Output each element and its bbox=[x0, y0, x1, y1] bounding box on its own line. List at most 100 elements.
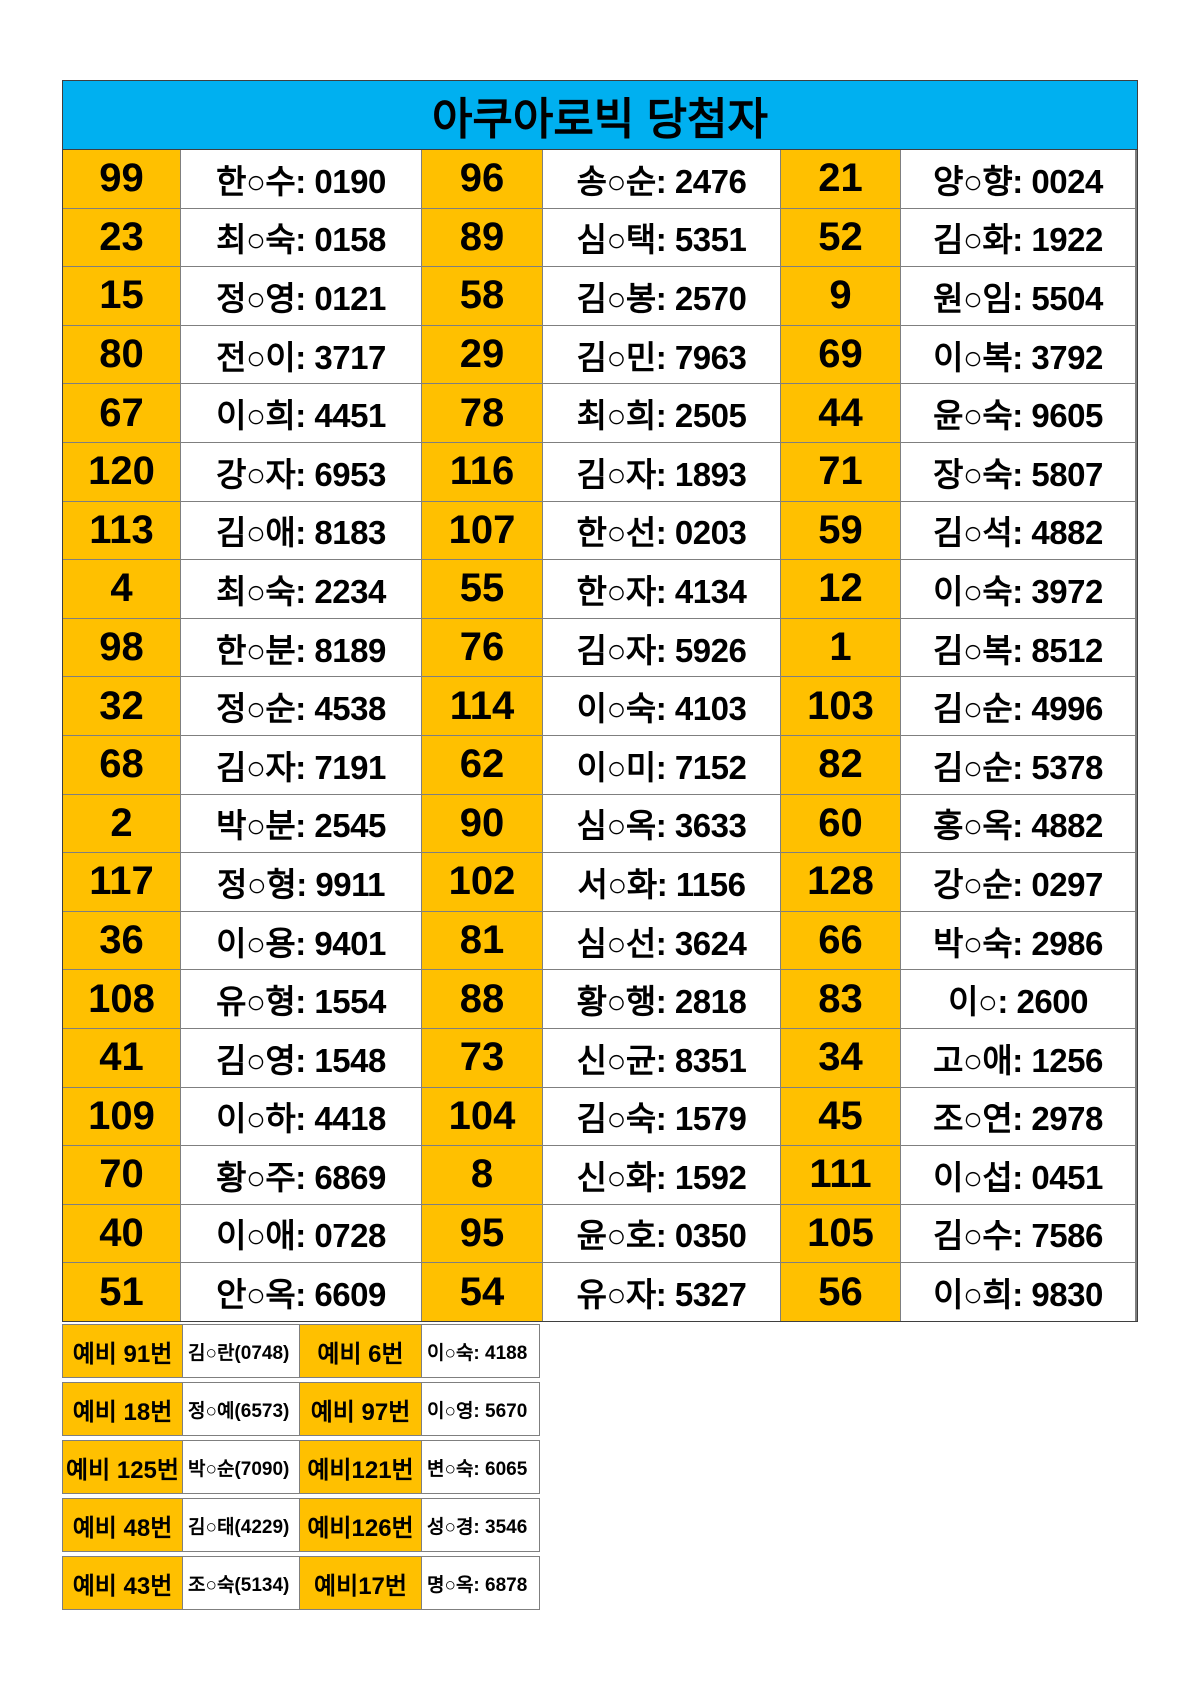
winner-name-cell: 고○애: 1256 bbox=[901, 1028, 1135, 1087]
winner-number-cell: 2 bbox=[63, 794, 180, 853]
winner-name-cell: 장○숙: 5807 bbox=[901, 442, 1135, 501]
winner-name-cell: 서○화: 1156 bbox=[543, 853, 780, 911]
winner-name-cell: 김○영: 1548 bbox=[181, 1028, 421, 1087]
reserve-label-cell: 예비126번 bbox=[300, 1499, 421, 1551]
winner-number-cell: 34 bbox=[781, 1028, 900, 1087]
winner-number-cell: 104 bbox=[422, 1087, 542, 1146]
winner-name-cell: 김○자: 5926 bbox=[543, 618, 780, 677]
winner-name-cell: 김○순: 5378 bbox=[901, 735, 1135, 794]
winner-number-cell: 103 bbox=[781, 677, 900, 735]
winner-number-cell: 4 bbox=[63, 560, 180, 618]
winner-name-cell: 이○섭: 0451 bbox=[901, 1146, 1135, 1204]
winner-number-cell: 109 bbox=[63, 1087, 180, 1146]
winner-name-cell: 정○영: 0121 bbox=[181, 267, 421, 325]
winner-number-cell: 88 bbox=[422, 970, 542, 1028]
winner-number-cell: 117 bbox=[63, 853, 180, 911]
winner-name-cell: 김○수: 7586 bbox=[901, 1204, 1135, 1263]
reserve-value-cell: 명○옥: 6878 bbox=[422, 1557, 539, 1609]
reserve-value-cell: 정○예(6573) bbox=[183, 1383, 299, 1435]
winner-number-cell: 89 bbox=[422, 208, 542, 267]
winner-number-cell: 1 bbox=[781, 618, 900, 677]
winner-number-cell: 54 bbox=[422, 1263, 542, 1321]
winner-name-cell: 원○임: 5504 bbox=[901, 267, 1135, 325]
winner-number-cell: 56 bbox=[781, 1263, 900, 1321]
winner-number-cell: 68 bbox=[63, 735, 180, 794]
winner-number-cell: 8 bbox=[422, 1146, 542, 1204]
winner-name-cell: 이○용: 9401 bbox=[181, 911, 421, 970]
winner-name-cell: 황○행: 2818 bbox=[543, 970, 780, 1028]
reserve-label-cell: 예비 18번 bbox=[63, 1383, 182, 1435]
winner-name-cell: 이○애: 0728 bbox=[181, 1204, 421, 1263]
winner-name-cell: 강○자: 6953 bbox=[181, 442, 421, 501]
winner-name-cell: 김○자: 1893 bbox=[543, 442, 780, 501]
reserve-winners-section: 예비 91번 김○란(0748) 예비 6번 이○숙: 4188 예비 18번 정○예(6… bbox=[62, 1324, 540, 1610]
winner-number-cell: 90 bbox=[422, 794, 542, 853]
winner-number-cell: 36 bbox=[63, 911, 180, 970]
winner-number-cell: 67 bbox=[63, 384, 180, 442]
winner-number-cell: 69 bbox=[781, 325, 900, 384]
winner-name-cell: 한○선: 0203 bbox=[543, 501, 780, 560]
winner-number-cell: 81 bbox=[422, 911, 542, 970]
winner-number-cell: 98 bbox=[63, 618, 180, 677]
winner-name-cell: 최○희: 2505 bbox=[543, 384, 780, 442]
reserve-label-cell: 예비 6번 bbox=[300, 1325, 421, 1377]
winner-number-cell: 29 bbox=[422, 325, 542, 384]
winner-number-cell: 120 bbox=[63, 442, 180, 501]
winner-name-cell: 양○향: 0024 bbox=[901, 150, 1135, 208]
winner-number-cell: 73 bbox=[422, 1028, 542, 1087]
winner-number-cell: 99 bbox=[63, 150, 180, 208]
winner-name-cell: 유○자: 5327 bbox=[543, 1263, 780, 1321]
winner-number-cell: 60 bbox=[781, 794, 900, 853]
winner-name-cell: 한○수: 0190 bbox=[181, 150, 421, 208]
winner-name-cell: 박○분: 2545 bbox=[181, 794, 421, 853]
winner-name-cell: 강○순: 0297 bbox=[901, 853, 1135, 911]
reserve-value-cell: 김○태(4229) bbox=[183, 1499, 299, 1551]
winner-name-cell: 이○: 2600 bbox=[901, 970, 1135, 1028]
winner-number-cell: 108 bbox=[63, 970, 180, 1028]
reserve-value-cell: 김○란(0748) bbox=[183, 1325, 299, 1377]
winner-name-cell: 이○하: 4418 bbox=[181, 1087, 421, 1146]
winner-number-cell: 44 bbox=[781, 384, 900, 442]
reserve-value-cell: 성○경: 3546 bbox=[422, 1499, 539, 1551]
winner-number-cell: 59 bbox=[781, 501, 900, 560]
winner-number-cell: 12 bbox=[781, 560, 900, 618]
reserve-value-cell: 변○숙: 6065 bbox=[422, 1441, 539, 1493]
winner-name-cell: 송○순: 2476 bbox=[543, 150, 780, 208]
page-title: 아쿠아로빅 당첨자 bbox=[63, 81, 1137, 150]
reserve-row: 예비 91번 김○란(0748) 예비 6번 이○숙: 4188 bbox=[62, 1324, 540, 1378]
reserve-label-cell: 예비 91번 bbox=[63, 1325, 182, 1377]
reserve-row: 예비 48번 김○태(4229) 예비126번 성○경: 3546 bbox=[62, 1498, 540, 1552]
winner-number-cell: 95 bbox=[422, 1204, 542, 1263]
winner-name-cell: 신○화: 1592 bbox=[543, 1146, 780, 1204]
winner-name-cell: 김○화: 1922 bbox=[901, 208, 1135, 267]
winner-number-cell: 105 bbox=[781, 1204, 900, 1263]
reserve-row: 예비 43번 조○숙(5134) 예비17번 명○옥: 6878 bbox=[62, 1556, 540, 1610]
winner-number-cell: 9 bbox=[781, 267, 900, 325]
winner-number-cell: 21 bbox=[781, 150, 900, 208]
reserve-row: 예비 18번 정○예(6573) 예비 97번 이○영: 5670 bbox=[62, 1382, 540, 1436]
winner-name-cell: 유○형: 1554 bbox=[181, 970, 421, 1028]
winner-number-cell: 78 bbox=[422, 384, 542, 442]
winner-name-cell: 이○희: 9830 bbox=[901, 1263, 1135, 1321]
winner-number-cell: 111 bbox=[781, 1146, 900, 1204]
winner-name-cell: 이○희: 4451 bbox=[181, 384, 421, 442]
winner-number-cell: 114 bbox=[422, 677, 542, 735]
winner-name-cell: 한○분: 8189 bbox=[181, 618, 421, 677]
winner-name-cell: 김○숙: 1579 bbox=[543, 1087, 780, 1146]
winner-name-cell: 김○자: 7191 bbox=[181, 735, 421, 794]
winner-name-cell: 최○숙: 2234 bbox=[181, 560, 421, 618]
winner-number-cell: 55 bbox=[422, 560, 542, 618]
winner-number-cell: 80 bbox=[63, 325, 180, 384]
winner-number-cell: 113 bbox=[63, 501, 180, 560]
reserve-label-cell: 예비 43번 bbox=[63, 1557, 182, 1609]
winner-number-cell: 41 bbox=[63, 1028, 180, 1087]
winner-name-cell: 김○애: 8183 bbox=[181, 501, 421, 560]
winner-number-cell: 51 bbox=[63, 1263, 180, 1321]
winner-name-cell: 박○숙: 2986 bbox=[901, 911, 1135, 970]
winner-name-cell: 전○이: 3717 bbox=[181, 325, 421, 384]
winner-name-cell: 윤○호: 0350 bbox=[543, 1204, 780, 1263]
winner-number-cell: 52 bbox=[781, 208, 900, 267]
winners-table: 99 한○수: 0190 96 송○순: 2476 21 양○향: 0024 23 최○숙: … bbox=[63, 150, 1137, 1321]
winner-number-cell: 66 bbox=[781, 911, 900, 970]
winner-name-cell: 신○균: 8351 bbox=[543, 1028, 780, 1087]
